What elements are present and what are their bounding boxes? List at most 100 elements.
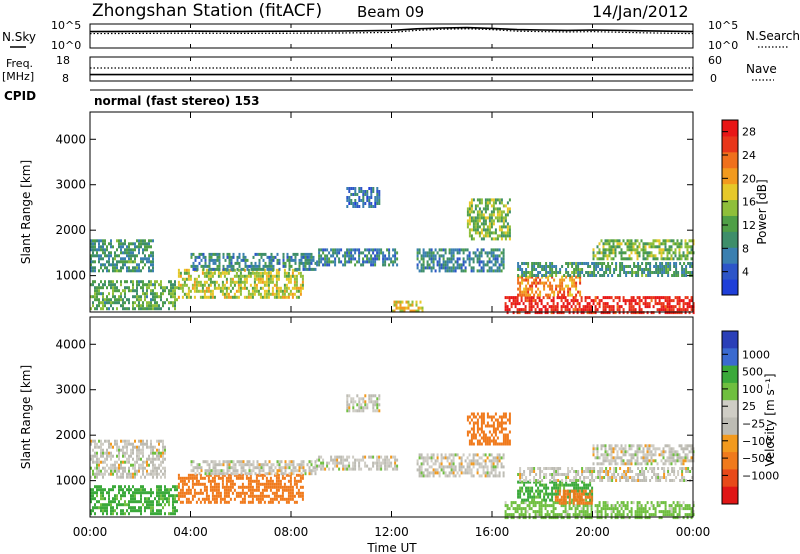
heat-cell (108, 301, 110, 305)
heat-cell (94, 292, 96, 296)
heat-cell (690, 248, 693, 252)
heat-cell (289, 277, 292, 281)
heat-cell (684, 239, 687, 243)
heat-cell (346, 464, 349, 468)
heat-cell (256, 264, 259, 268)
heat-cell (195, 286, 198, 290)
heat-cell (660, 248, 663, 252)
heat-cell (200, 469, 203, 473)
heat-cell (144, 509, 146, 513)
heat-cell (444, 251, 447, 255)
heat-cell (670, 305, 673, 309)
heat-cell (616, 302, 619, 306)
heat-cell (259, 500, 262, 504)
heat-cell (197, 479, 200, 483)
heat-cell (468, 213, 471, 217)
heat-cell (472, 237, 475, 241)
heat-cell (548, 516, 551, 520)
heat-cell (676, 245, 679, 249)
heat-cell (299, 271, 302, 275)
heat-cell (492, 201, 495, 205)
heat-cell (118, 500, 120, 504)
heat-cell (657, 271, 660, 274)
heat-cell (502, 415, 505, 419)
heat-cell (660, 251, 663, 255)
heat-cell (261, 476, 264, 480)
heat-cell (334, 248, 337, 252)
heat-cell (203, 500, 206, 504)
heat-cell (378, 257, 381, 261)
heat-cell (480, 430, 483, 434)
heat-cell (90, 475, 92, 479)
heat-cell (662, 242, 665, 246)
heat-cell (622, 504, 625, 508)
heat-cell (554, 516, 557, 520)
heat-cell (267, 289, 270, 293)
heat-cell (156, 439, 158, 443)
heat-cell (544, 504, 547, 508)
heat-cell (354, 248, 357, 252)
heat-cell (560, 513, 563, 517)
heat-cell (591, 271, 594, 274)
heat-cell (368, 248, 371, 252)
heat-cell (230, 267, 233, 271)
heat-cell (667, 268, 670, 271)
heat-cell (534, 501, 537, 505)
heat-cell (130, 475, 132, 479)
heat-cell (328, 263, 331, 267)
heat-cell (134, 245, 136, 249)
heat-cell (376, 409, 379, 413)
heat-cell (676, 242, 679, 246)
heat-cell (525, 271, 528, 274)
heat-cell (283, 274, 286, 278)
heat-cell (262, 267, 265, 271)
heat-cell (494, 263, 497, 267)
heat-cell (450, 462, 453, 466)
heat-cell (531, 290, 534, 294)
heat-cell (692, 311, 695, 315)
heat-cell (393, 300, 396, 304)
heat-cell (244, 264, 247, 268)
heat-cell (636, 239, 639, 243)
heat-cell (108, 292, 110, 296)
heat-cell (480, 248, 483, 252)
heat-cell (395, 300, 398, 304)
heat-cell (524, 507, 527, 511)
heat-cell (140, 298, 142, 302)
heat-cell (392, 467, 395, 471)
heat-cell (130, 242, 132, 246)
heat-cell (308, 460, 311, 464)
heat-cell (228, 252, 231, 256)
heat-cell (486, 231, 489, 235)
heat-cell (468, 439, 471, 443)
heat-cell (434, 462, 437, 466)
heat-cell (146, 491, 148, 495)
heat-cell (500, 263, 503, 267)
heat-cell (152, 266, 154, 270)
heat-cell (478, 210, 481, 214)
heat-cell (496, 424, 499, 428)
heat-cell (166, 497, 168, 501)
heat-cell (164, 503, 166, 507)
heat-cell (438, 263, 441, 267)
heat-cell (134, 266, 136, 270)
heat-cell (202, 460, 205, 464)
heat-cell (219, 497, 222, 501)
heat-cell (579, 274, 582, 277)
heat-cell (600, 251, 603, 255)
heat-cell (411, 309, 414, 313)
heat-cell (508, 210, 511, 214)
heat-cell (533, 268, 536, 271)
heat-cell (241, 476, 244, 480)
heat-cell (571, 275, 574, 279)
heat-cell (646, 257, 649, 261)
heat-cell (310, 258, 313, 262)
heat-cell (136, 460, 138, 464)
heat-cell (346, 400, 349, 404)
heat-cell (201, 497, 204, 501)
heat-cell (500, 465, 503, 469)
heat-cell (618, 513, 621, 517)
heat-cell (541, 281, 544, 285)
heat-cell (277, 286, 280, 290)
heat-cell (508, 418, 511, 422)
